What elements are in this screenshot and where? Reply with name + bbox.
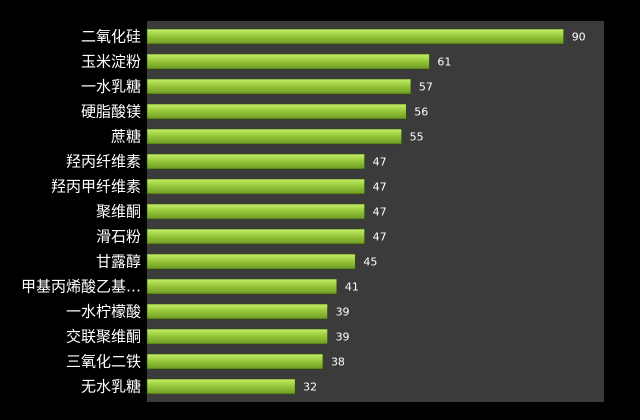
value-label: 55 bbox=[410, 131, 424, 144]
bar bbox=[146, 278, 338, 295]
value-label: 47 bbox=[373, 181, 387, 194]
bar bbox=[146, 128, 402, 145]
value-label: 38 bbox=[331, 356, 345, 369]
bars-group bbox=[146, 28, 565, 395]
bar bbox=[146, 303, 328, 320]
bar bbox=[146, 103, 407, 120]
bar bbox=[146, 203, 365, 220]
value-label: 47 bbox=[373, 156, 387, 169]
bar bbox=[146, 153, 365, 170]
bar bbox=[146, 228, 365, 245]
bar bbox=[146, 253, 356, 270]
category-label: 无水乳糖 bbox=[81, 378, 141, 396]
value-labels-group: 90 61 57 56 55 47 47 47 47 45 41 39 39 38 32 bbox=[303, 31, 586, 394]
value-label: 47 bbox=[373, 231, 387, 244]
category-label: 硬脂酸镁 bbox=[81, 103, 141, 121]
value-label: 32 bbox=[303, 381, 317, 394]
value-label: 39 bbox=[336, 331, 350, 344]
category-label: 三氧化二铁 bbox=[66, 353, 141, 371]
value-label: 45 bbox=[363, 256, 377, 269]
category-label: 滑石粉 bbox=[96, 228, 141, 246]
bar bbox=[146, 28, 565, 45]
category-label: 交联聚维酮 bbox=[66, 328, 141, 346]
bar bbox=[146, 353, 324, 370]
bar bbox=[146, 378, 296, 395]
bar bbox=[146, 78, 412, 95]
value-label: 47 bbox=[373, 206, 387, 219]
bar bbox=[146, 53, 430, 70]
value-label: 56 bbox=[414, 106, 428, 119]
category-label: 玉米淀粉 bbox=[81, 53, 141, 71]
value-label: 61 bbox=[437, 56, 451, 69]
category-label: 甲基丙烯酸乙基… bbox=[21, 278, 141, 296]
category-label: 一水乳糖 bbox=[81, 78, 141, 96]
value-label: 39 bbox=[336, 306, 350, 319]
bar bbox=[146, 328, 328, 345]
value-label: 90 bbox=[572, 31, 586, 44]
category-label: 羟丙纤维素 bbox=[66, 153, 141, 171]
category-label: 甘露醇 bbox=[96, 253, 141, 271]
category-labels-group: 二氧化硅玉米淀粉一水乳糖硬脂酸镁蔗糖羟丙纤维素羟丙甲纤维素聚维酮滑石粉甘露醇甲基… bbox=[21, 28, 141, 396]
category-label: 一水柠檬酸 bbox=[66, 303, 141, 321]
category-label: 羟丙甲纤维素 bbox=[51, 178, 141, 196]
category-label: 蔗糖 bbox=[111, 128, 141, 146]
value-label: 41 bbox=[345, 281, 359, 294]
value-label: 57 bbox=[419, 81, 433, 94]
category-label: 聚维酮 bbox=[96, 203, 141, 221]
bar bbox=[146, 178, 365, 195]
category-label: 二氧化硅 bbox=[81, 28, 141, 46]
